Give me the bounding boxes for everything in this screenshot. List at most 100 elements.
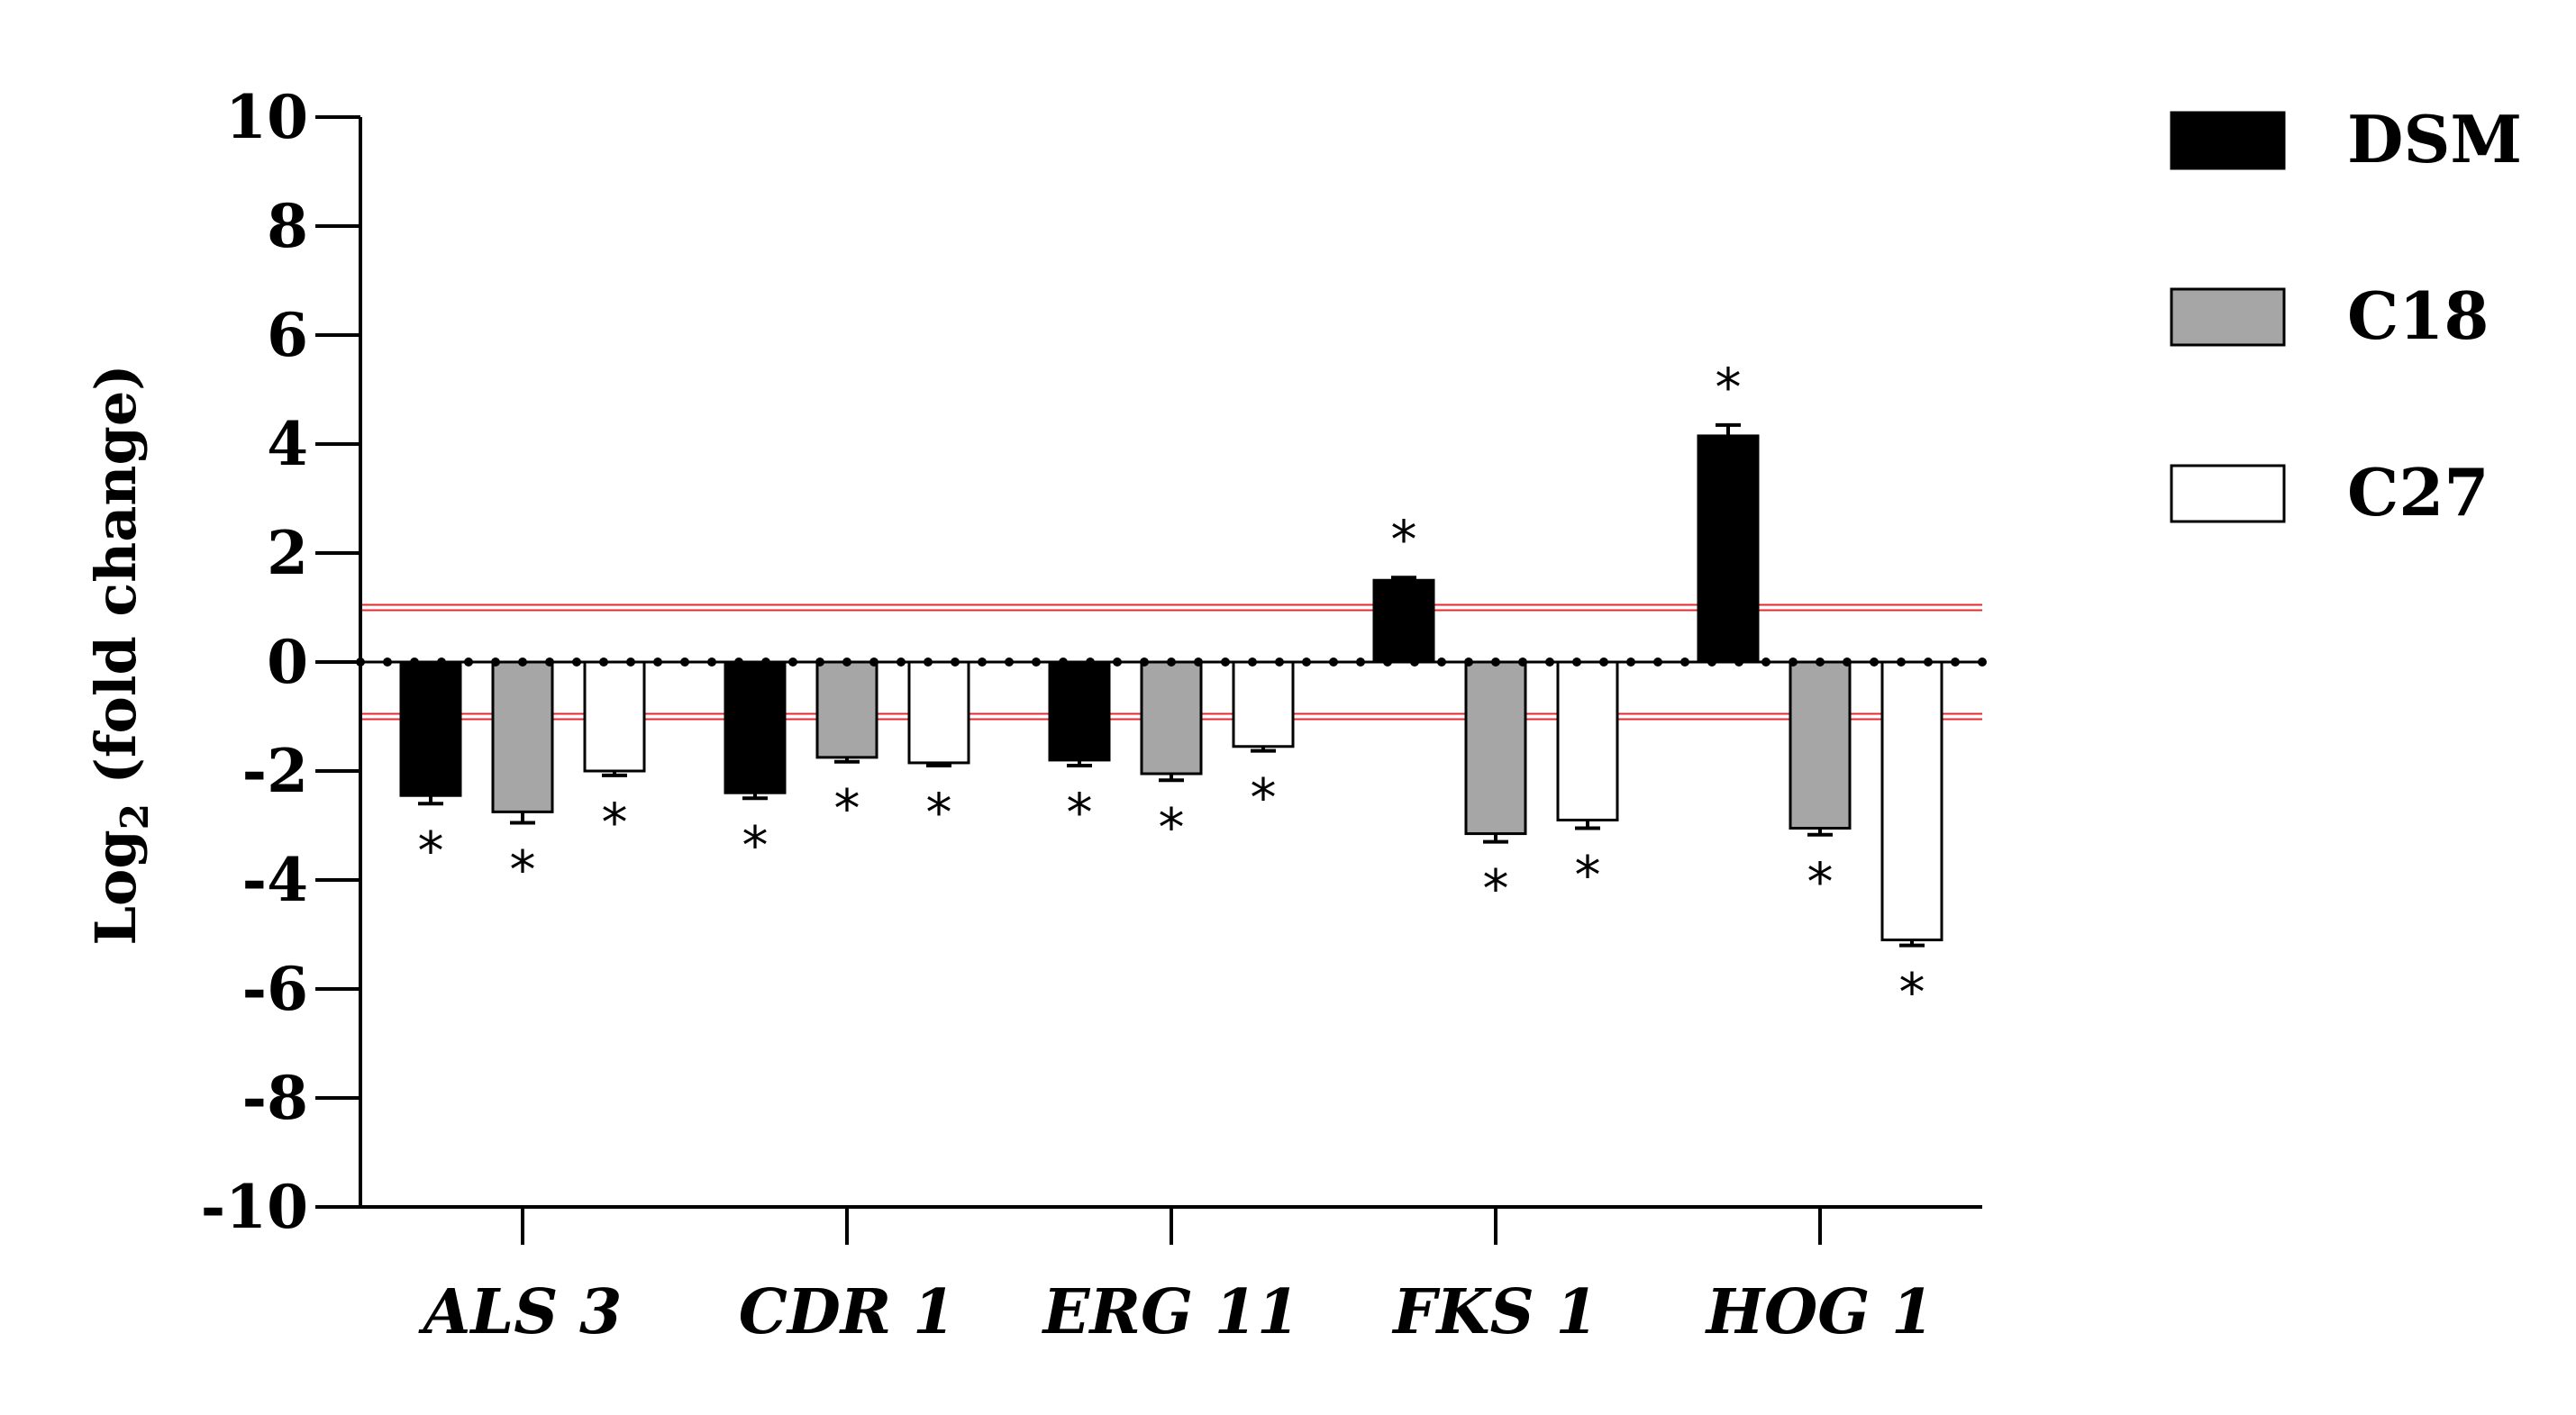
zero-line-dot: [491, 658, 500, 667]
significance-star-dsm-1: *: [742, 814, 769, 875]
bar-c27-1: [907, 660, 970, 765]
zero-line-dot: [1897, 658, 1906, 667]
significance-star-c27-0: *: [602, 792, 628, 853]
legend-swatch-c27: [2170, 464, 2286, 523]
zero-line-dot: [1816, 658, 1825, 667]
significance-star-c18-4: *: [1807, 851, 1834, 912]
bar-dsm-3: [1372, 578, 1435, 664]
legend-swatch-c18: [2170, 287, 2286, 347]
y-axis-label: Log2 (fold change): [83, 364, 157, 945]
y-tick-label-1: 8: [267, 191, 308, 261]
significance-star-c18-3: *: [1483, 858, 1509, 920]
x-tick-label-2: ERG 11: [1042, 1276, 1300, 1348]
y-tick-label-4: 2: [267, 518, 308, 588]
significance-star-c18-2: *: [1159, 796, 1185, 857]
significance-star-dsm-4: *: [1716, 357, 1742, 418]
zero-line-dot: [464, 658, 473, 667]
zero-line-dot: [1924, 658, 1933, 667]
zero-line-dot: [653, 658, 662, 667]
zero-line-dot: [572, 658, 581, 667]
zero-line-dot: [1005, 658, 1014, 667]
zero-line-dot: [1113, 658, 1122, 667]
zero-line-dot: [1302, 658, 1311, 667]
x-tick-label-3: FKS 1: [1391, 1276, 1597, 1348]
significance-star-c27-4: *: [1899, 962, 1925, 1023]
zero-line-dot: [951, 658, 960, 667]
legend-label-c27: C27: [2347, 454, 2490, 531]
x-tick-label-1: CDR 1: [739, 1276, 956, 1348]
y-tick-label-3: 4: [267, 409, 308, 479]
zero-line-dot: [1491, 658, 1500, 667]
legend-label-dsm: DSM: [2347, 101, 2522, 177]
x-tick-label-4: HOG 1: [1705, 1276, 1934, 1348]
bar-c27-3: [1556, 660, 1619, 821]
zero-line-dot: [1248, 658, 1257, 667]
significance-star-c18-1: *: [834, 778, 860, 839]
zero-line-dot: [1032, 658, 1041, 667]
zero-line-dot: [1599, 658, 1608, 667]
zero-line-dot: [410, 658, 419, 667]
bar-dsm-0: [399, 660, 462, 797]
legend-label-c18: C18: [2347, 277, 2490, 354]
significance-star-c27-2: *: [1251, 767, 1277, 829]
bar-c18-4: [1789, 660, 1852, 830]
zero-line-dot: [1086, 658, 1095, 667]
significance-star-dsm-0: *: [418, 820, 444, 881]
zero-line-dot: [1329, 658, 1338, 667]
zero-line-dot: [1843, 658, 1852, 667]
zero-line-dot: [1572, 658, 1581, 667]
bars: [399, 422, 1943, 948]
zero-line-dot: [734, 658, 743, 667]
zero-line-dot: [1167, 658, 1176, 667]
zero-line-dot: [1518, 658, 1527, 667]
zero-line-dot: [788, 658, 797, 667]
zero-line-dot: [1059, 658, 1068, 667]
zero-line-dot: [1437, 658, 1446, 667]
zero-line-dot: [1761, 658, 1770, 667]
bar-dsm-1: [724, 660, 787, 794]
zero-line-dot: [1545, 658, 1554, 667]
y-tick-label-6: -2: [242, 736, 308, 806]
y-tick-label-5: 0: [267, 627, 308, 697]
zero-line-dot: [437, 658, 446, 667]
y-tick-label-10: -10: [201, 1172, 308, 1242]
zero-line-dot: [815, 658, 824, 667]
zero-line-dot: [1951, 658, 1960, 667]
significance-star-c27-3: *: [1575, 845, 1601, 906]
bar-c27-2: [1232, 660, 1295, 748]
zero-line-dot: [978, 658, 987, 667]
y-axis-label-main: Log: [83, 830, 149, 945]
zero-line-dot: [1194, 658, 1203, 667]
zero-line-dot: [680, 658, 689, 667]
zero-line-dot: [599, 658, 608, 667]
zero-line-dot: [924, 658, 933, 667]
bar-c18-1: [815, 660, 878, 759]
y-axis-label-rest: (fold change): [83, 364, 149, 803]
legend: DSM C18 C27: [2170, 101, 2522, 531]
significance-star-c27-1: *: [926, 782, 952, 843]
bar-dsm-4: [1697, 434, 1760, 664]
zero-line-dot: [1140, 658, 1149, 667]
bar-c18-0: [491, 660, 554, 813]
zero-line-dot: [1464, 658, 1473, 667]
y-tick-label-2: 6: [267, 300, 308, 370]
axes: [315, 115, 1987, 1245]
y-tick-label-8: -6: [242, 954, 308, 1024]
y-tick-label-7: -4: [242, 845, 308, 915]
zero-line-dot: [383, 658, 392, 667]
zero-line-dot: [518, 658, 527, 667]
zero-line-dot: [842, 658, 851, 667]
significance-star-c18-0: *: [510, 839, 536, 900]
zero-line-dot: [1275, 658, 1284, 667]
zero-line-dot: [1653, 658, 1662, 667]
zero-line-dot: [1383, 658, 1392, 667]
zero-line-dot: [1410, 658, 1419, 667]
zero-line-dot: [897, 658, 906, 667]
zero-line-dot: [1978, 658, 1987, 667]
bar-c27-0: [583, 660, 646, 773]
labels: Log2 (fold change) * **ALS 3** *CDR 1* * *ER…: [83, 82, 1934, 1348]
y-axis-label-subscript: 2: [113, 803, 157, 830]
bar-dsm-2: [1048, 660, 1111, 762]
bar-c27-4: [1880, 660, 1943, 942]
